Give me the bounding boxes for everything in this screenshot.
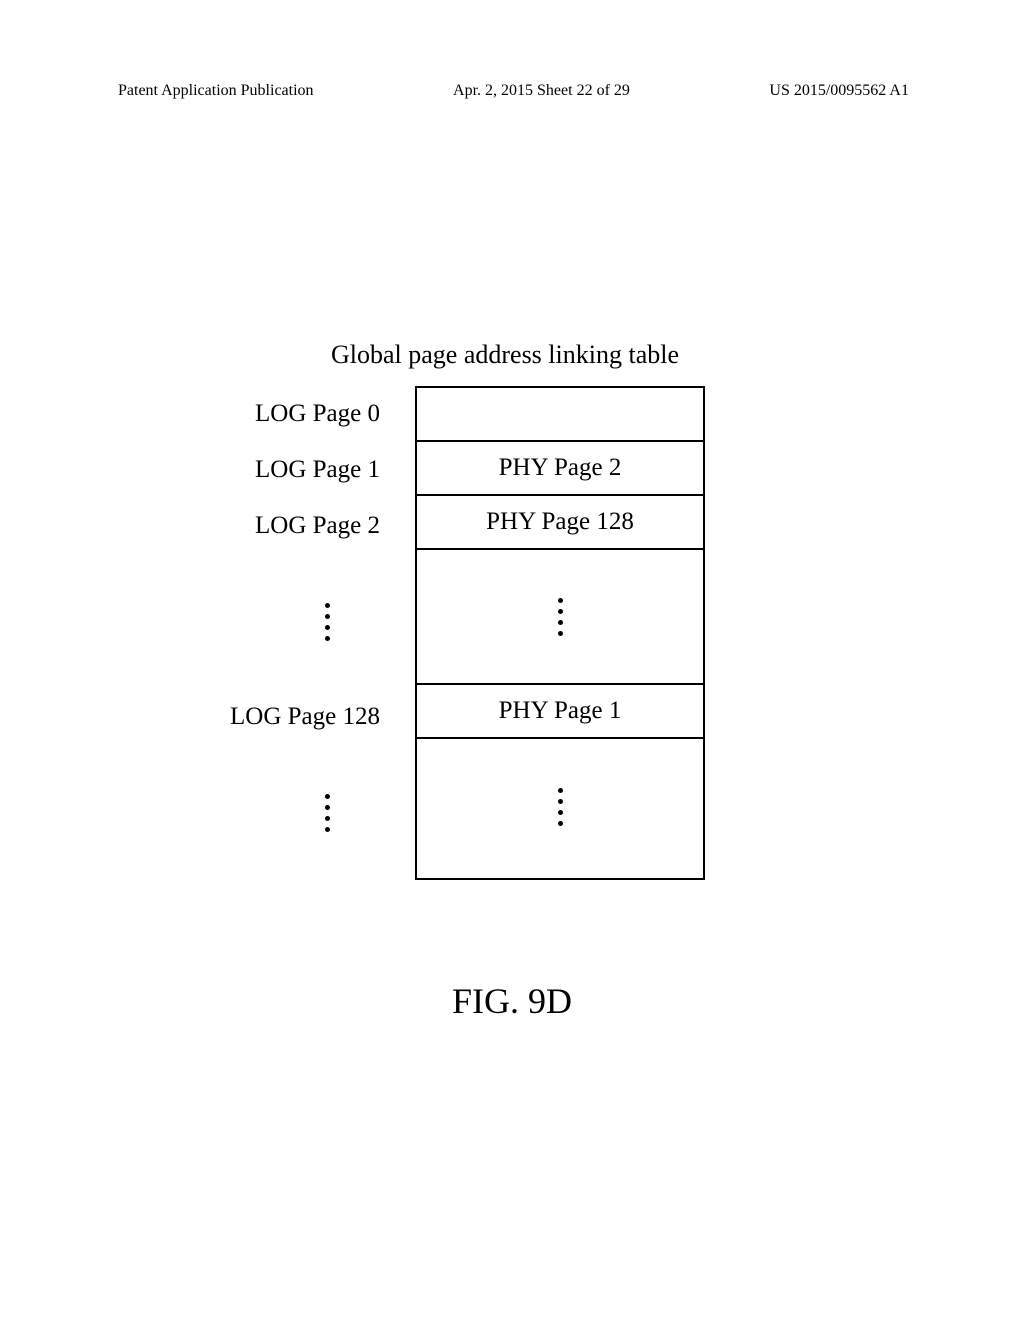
vdots-icon [325, 603, 330, 641]
label-row-vdots-2 [195, 745, 415, 880]
vdots-icon [558, 598, 563, 636]
value-row-4: PHY Page 1 [417, 685, 703, 739]
value-row-vdots-1 [417, 550, 703, 685]
value-row-1: PHY Page 2 [417, 442, 703, 496]
label-row-0: LOG Page 0 [195, 386, 415, 442]
label-row-4: LOG Page 128 [195, 689, 415, 745]
header-right: US 2015/0095562 A1 [769, 82, 909, 100]
label-row-vdots-1 [195, 554, 415, 689]
value-row-vdots-2 [417, 739, 703, 874]
labels-column: LOG Page 0 LOG Page 1 LOG Page 2 LOG Pag… [195, 386, 415, 880]
value-row-2: PHY Page 128 [417, 496, 703, 550]
header-left: Patent Application Publication [118, 82, 314, 100]
vdots-icon [558, 788, 563, 826]
label-row-1: LOG Page 1 [195, 442, 415, 498]
table-container: LOG Page 0 LOG Page 1 LOG Page 2 LOG Pag… [195, 386, 815, 880]
header-center: Apr. 2, 2015 Sheet 22 of 29 [453, 82, 630, 100]
diagram-area: Global page address linking table LOG Pa… [195, 340, 815, 880]
table-title: Global page address linking table [195, 340, 815, 370]
page-header: Patent Application Publication Apr. 2, 2… [0, 82, 1024, 100]
values-column: PHY Page 2 PHY Page 128 PHY Page 1 [415, 386, 705, 880]
figure-label: FIG. 9D [0, 980, 1024, 1022]
label-row-2: LOG Page 2 [195, 498, 415, 554]
vdots-icon [325, 794, 330, 832]
value-row-0 [417, 388, 703, 442]
